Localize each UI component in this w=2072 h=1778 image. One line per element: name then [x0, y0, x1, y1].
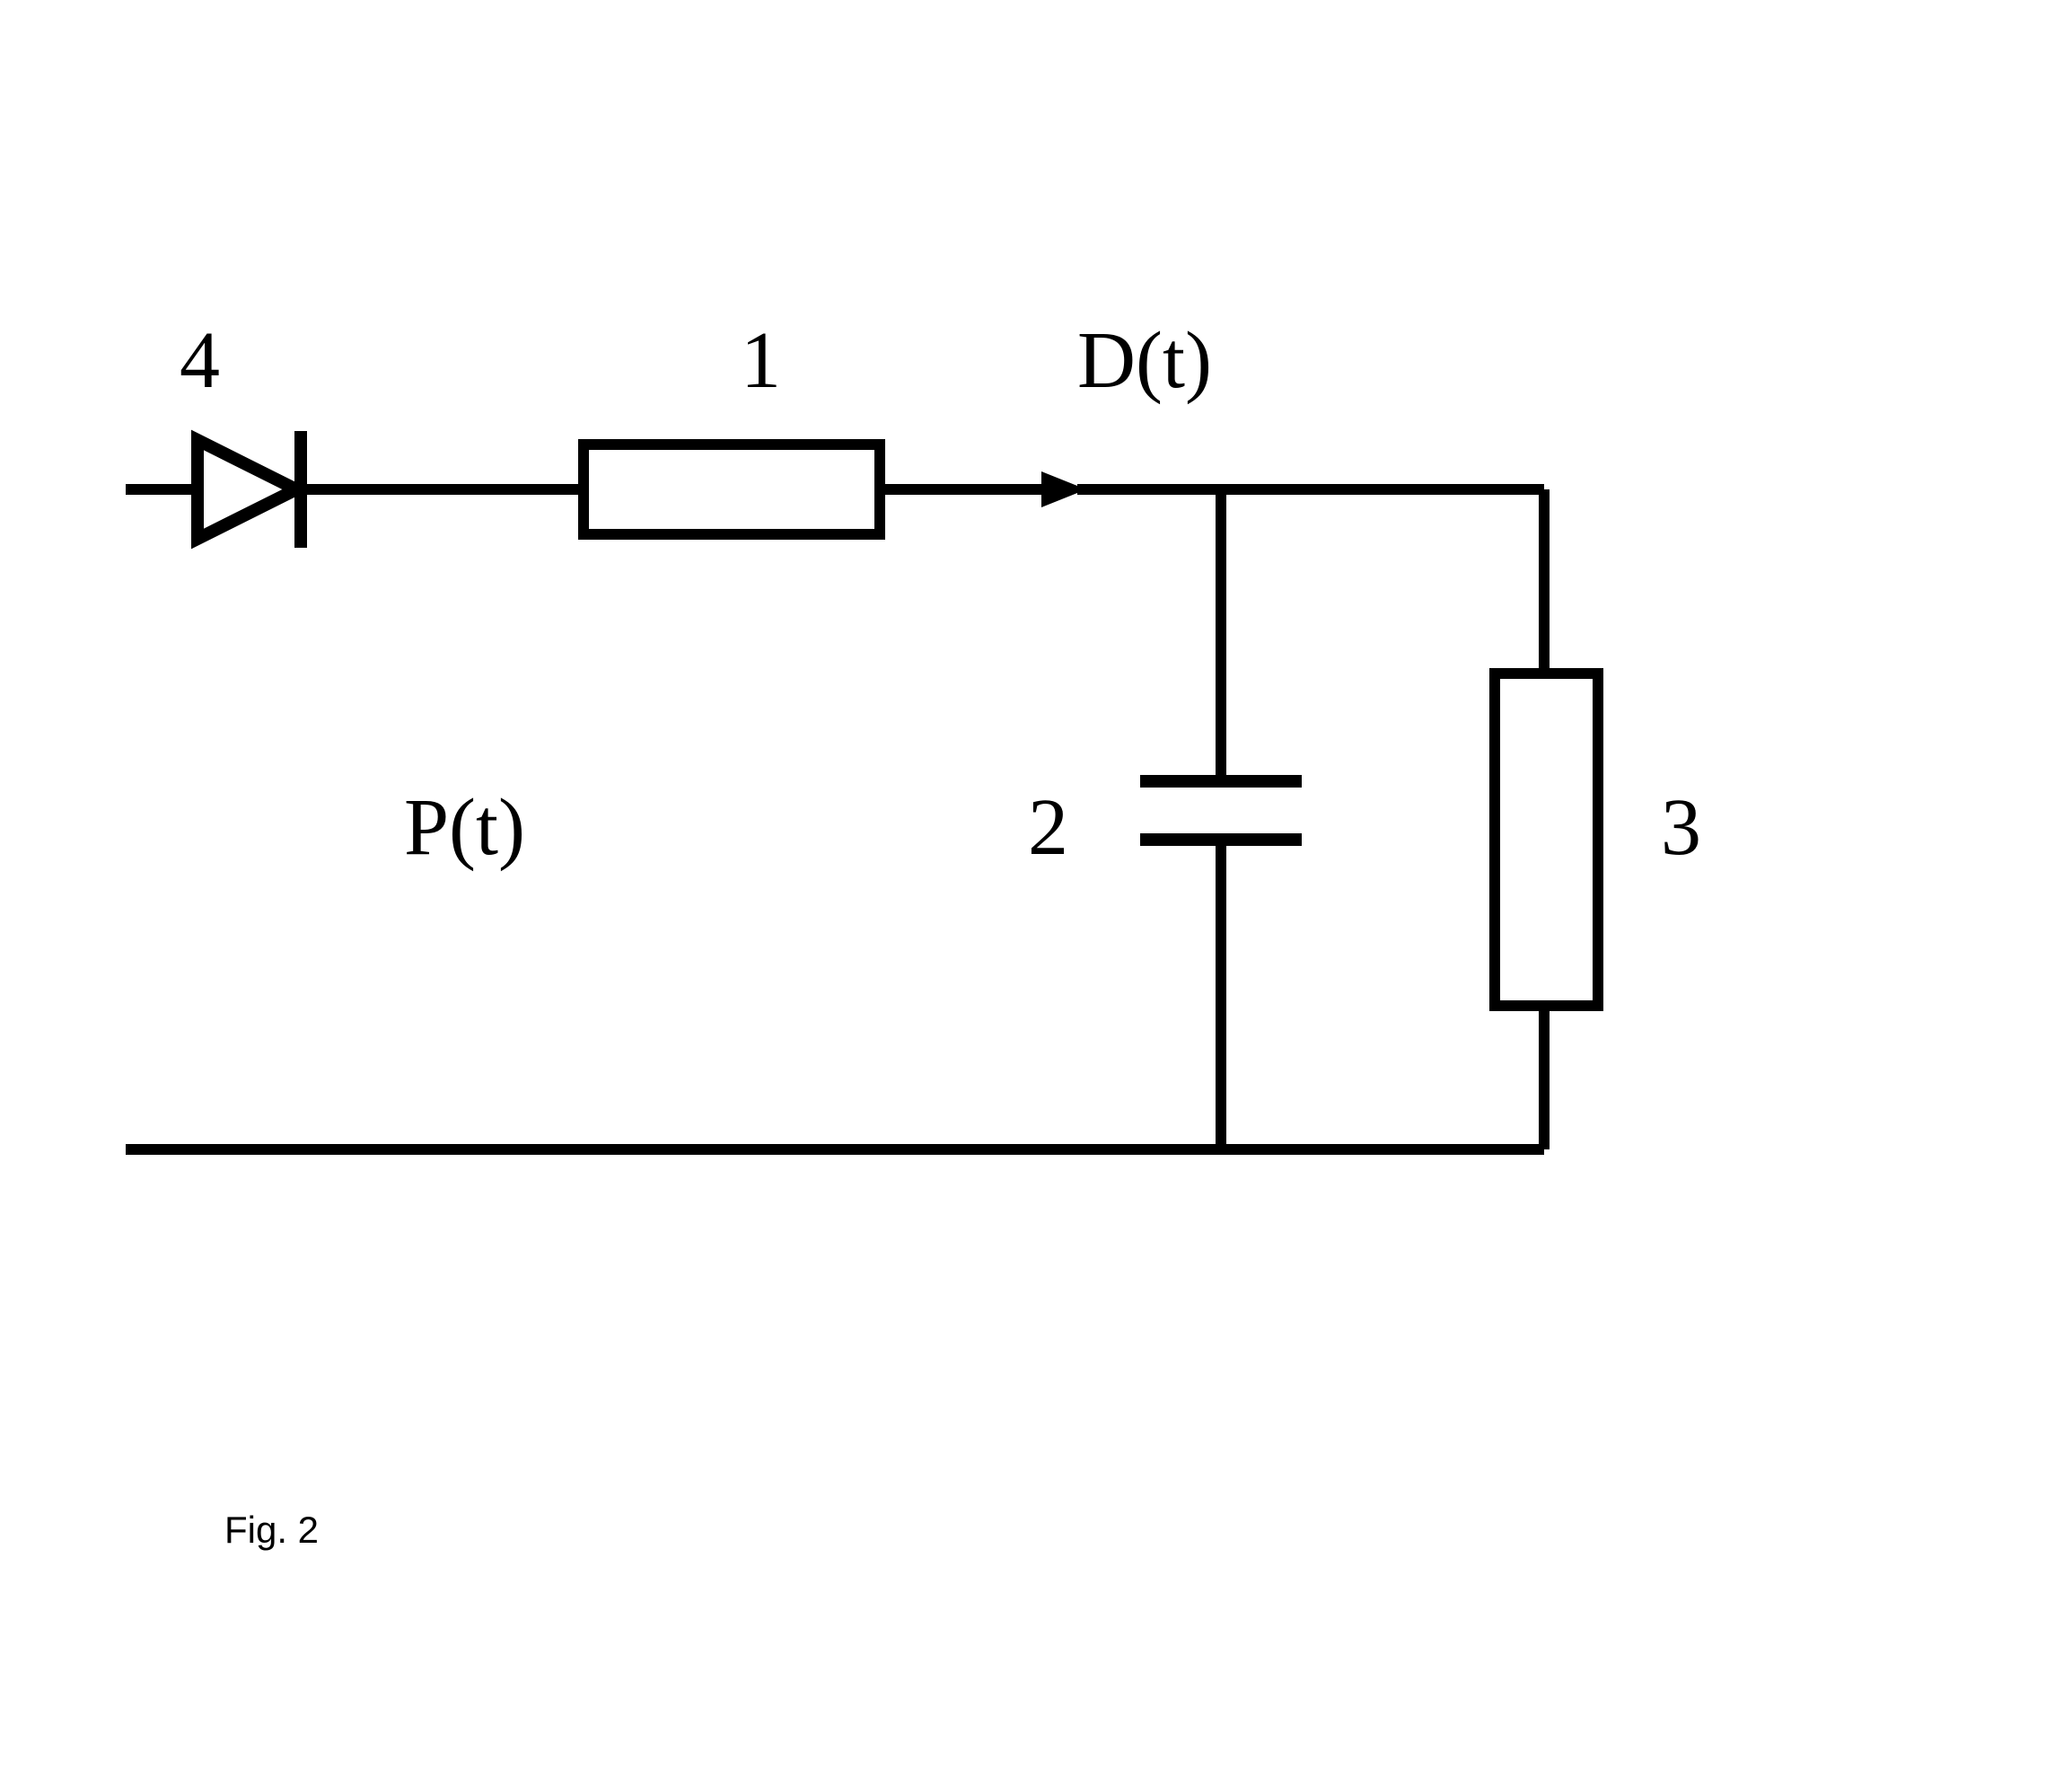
resistor-3 — [1495, 673, 1598, 1006]
label-3: 3 — [1661, 781, 1701, 874]
circuit-svg — [0, 0, 2072, 1774]
label-4: 4 — [180, 314, 220, 407]
label-2: 2 — [1028, 781, 1068, 874]
label-pt: P(t) — [404, 781, 525, 874]
label-1: 1 — [741, 314, 781, 407]
diode-triangle — [198, 440, 296, 539]
resistor-1 — [584, 444, 880, 534]
label-dt: D(t) — [1077, 314, 1212, 407]
figure-caption: Fig. 2 — [224, 1509, 319, 1552]
circuit-diagram: 4 1 D(t) P(t) 2 3 Fig. 2 — [0, 0, 2072, 1774]
